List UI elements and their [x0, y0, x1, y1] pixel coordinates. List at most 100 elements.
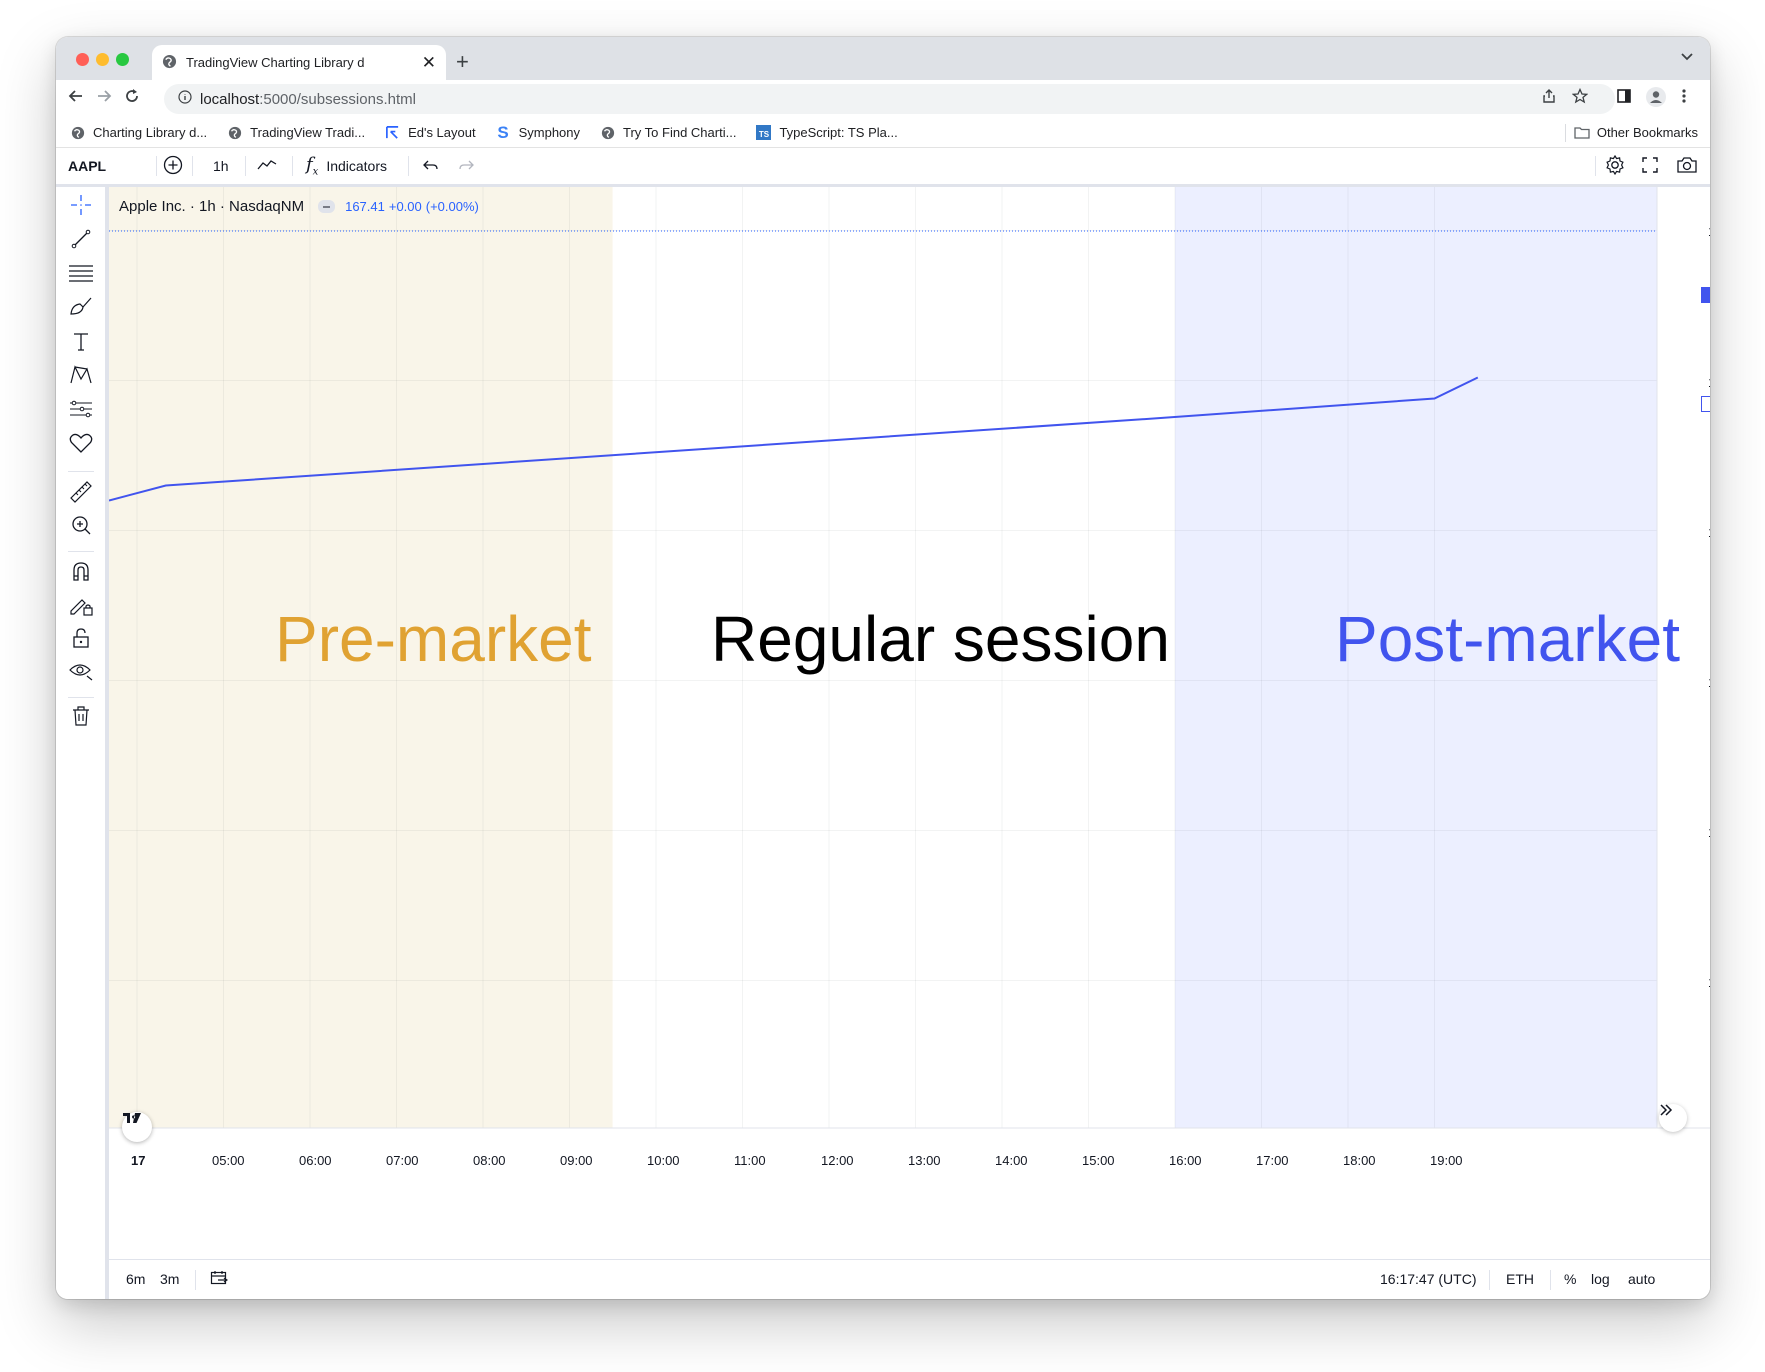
log-label: log [1591, 1271, 1610, 1287]
profile-avatar-icon[interactable] [1645, 86, 1667, 113]
interval-button[interactable]: 1h [213, 148, 229, 184]
prediction-tool[interactable] [66, 396, 96, 426]
zoom-in-tool[interactable] [66, 512, 96, 542]
go-to-date-button[interactable] [210, 1260, 229, 1298]
tradingview-logo[interactable] [122, 1112, 152, 1142]
fullscreen-icon [1641, 156, 1659, 177]
timezone-button[interactable]: 16:17:47 (UTC) [1380, 1260, 1476, 1298]
bookmark-item[interactable]: Try To Find Charti... [600, 125, 736, 140]
globe-icon [162, 54, 177, 72]
new-tab-button[interactable]: + [456, 49, 469, 74]
compare-symbol-button[interactable] [163, 148, 183, 184]
pre-market-label: Pre-market [275, 603, 592, 675]
minimize-window-button[interactable] [96, 53, 109, 66]
legend-change-pct: (+0.00%) [425, 199, 479, 214]
tradingview-icon [385, 125, 400, 140]
screenshot-button[interactable] [1676, 148, 1698, 184]
zoom-window-button[interactable] [116, 53, 129, 66]
bookmark-label: TypeScript: TS Pla... [779, 125, 898, 140]
forecast-icon [68, 397, 94, 426]
regular-session-background [612, 187, 1175, 1128]
camera-icon [1676, 156, 1698, 177]
chart-type-button[interactable] [256, 148, 278, 184]
percent-label: % [1564, 1271, 1577, 1287]
fullscreen-button[interactable] [1641, 148, 1659, 184]
browser-toolbar: localhost:5000/subsessions.html [56, 80, 1710, 118]
last-price-tag[interactable]: 167.41 [1701, 287, 1710, 303]
text-t-icon [70, 329, 92, 358]
log-scale-toggle[interactable]: log [1591, 1260, 1610, 1298]
chart-header-toolbar: AAPL 1h fx Indicators [56, 148, 1710, 187]
side-panel-icon[interactable] [1616, 88, 1632, 109]
chart-settings-button[interactable] [1604, 148, 1626, 184]
pre-market-background [109, 187, 613, 1128]
drawing-toolbar [56, 187, 109, 1299]
redo-button[interactable] [457, 148, 475, 184]
toolbar-divider [1595, 156, 1596, 176]
brush-tool[interactable] [66, 294, 96, 324]
time-tick-label: 15:00 [1082, 1153, 1115, 1168]
undo-button[interactable] [422, 148, 440, 184]
brush-icon [68, 295, 94, 324]
reload-icon[interactable] [122, 86, 142, 112]
back-arrow-icon[interactable] [66, 86, 86, 112]
series-legend[interactable]: Apple Inc. · 1h · NasdaqNM 167.41 +0.00 (+… [119, 198, 483, 215]
stay-in-drawing-mode-tool[interactable] [66, 592, 96, 622]
symbol-search-button[interactable]: AAPL [68, 148, 106, 184]
bookmark-star-icon[interactable] [1571, 87, 1589, 109]
chart-canvas[interactable] [109, 187, 1710, 1259]
time-tick-label: 17:00 [1256, 1153, 1289, 1168]
trendline-tool[interactable] [66, 226, 96, 256]
toolbar-divider [292, 156, 293, 176]
favorites-tool[interactable] [66, 430, 96, 460]
bookmark-label: Symphony [518, 125, 581, 140]
legend-collapse-button[interactable] [318, 200, 336, 213]
auto-scale-toggle[interactable]: auto [1628, 1260, 1655, 1298]
percent-scale-toggle[interactable]: % [1564, 1260, 1576, 1298]
browser-tab[interactable]: TradingView Charting Library d ✕ [152, 45, 446, 80]
bookmark-item[interactable]: S Symphony [496, 123, 581, 142]
price-tick-label: 167.36 [1708, 975, 1710, 990]
fib-tool[interactable] [66, 260, 96, 290]
scroll-to-realtime-button[interactable] [1659, 1104, 1687, 1132]
text-tool[interactable] [66, 328, 96, 358]
series-price-tag[interactable]: 167.40 [1701, 396, 1710, 412]
range-6m-button[interactable]: 6m [126, 1260, 145, 1298]
lock-drawings-tool[interactable] [66, 625, 96, 655]
toolbar-divider [156, 156, 157, 176]
tab-search-chevron-icon[interactable] [1680, 49, 1694, 68]
chart-pane[interactable]: Apple Inc. · 1h · NasdaqNM 167.41 +0.00 (+… [109, 187, 1710, 1299]
range-3m-button[interactable]: 3m [160, 1260, 179, 1298]
indicators-button[interactable]: fx Indicators [306, 148, 387, 184]
pattern-tool[interactable] [66, 362, 96, 392]
magnet-tool[interactable] [66, 558, 96, 588]
session-mode-button[interactable]: ETH [1506, 1260, 1534, 1298]
toolbar-divider [195, 1270, 196, 1290]
address-bar[interactable]: localhost:5000/subsessions.html [164, 84, 1615, 114]
close-tab-icon[interactable]: ✕ [421, 52, 436, 72]
crosshair-tool[interactable] [66, 192, 96, 222]
time-tick-label: 09:00 [560, 1153, 593, 1168]
bookmark-item[interactable]: Charting Library d... [70, 125, 207, 140]
bookmark-item[interactable]: TS TypeScript: TS Pla... [756, 125, 898, 140]
other-bookmarks-label: Other Bookmarks [1596, 125, 1698, 140]
browser-menu-icon[interactable] [1681, 88, 1687, 109]
remove-drawings-tool[interactable] [66, 703, 96, 733]
measure-tool[interactable] [66, 479, 96, 509]
bookmark-item[interactable]: Ed's Layout [385, 125, 476, 140]
time-tick-label: 11:00 [734, 1153, 766, 1168]
toolbar-divider [192, 156, 193, 176]
time-tick-label: 17 [131, 1153, 146, 1168]
pencil-lock-icon [68, 593, 94, 622]
site-info-icon[interactable] [178, 90, 192, 108]
bookmark-item[interactable]: TradingView Tradi... [227, 125, 365, 140]
close-window-button[interactable] [76, 53, 89, 66]
legend-last: 167.41 [345, 199, 385, 214]
globe-icon [600, 125, 615, 140]
forward-arrow-icon[interactable] [94, 86, 114, 112]
legend-values: 167.41 +0.00 (+0.00%) [345, 199, 483, 214]
calendar-goto-icon [210, 1270, 229, 1289]
other-bookmarks-folder[interactable]: Other Bookmarks [1574, 125, 1698, 140]
share-icon[interactable] [1541, 88, 1557, 109]
hide-drawings-tool[interactable] [66, 657, 96, 687]
